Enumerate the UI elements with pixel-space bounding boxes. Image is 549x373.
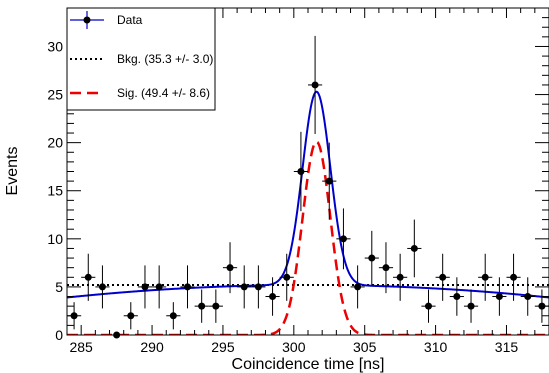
data-point [350, 265, 365, 309]
data-marker [254, 283, 262, 291]
data-marker [538, 302, 546, 310]
y-tick-label: 10 [47, 231, 63, 247]
data-point [478, 253, 493, 301]
data-point [449, 277, 464, 316]
data-point [393, 253, 408, 301]
data-point [95, 265, 110, 309]
data-point [308, 35, 323, 134]
data-point [293, 131, 308, 212]
data-marker [198, 302, 206, 310]
data-point [208, 289, 223, 323]
y-tick-label: 0 [55, 327, 63, 343]
data-point [222, 242, 238, 294]
x-tick-label: 295 [211, 339, 235, 355]
y-tick-label: 25 [47, 87, 63, 103]
x-axis: 285 290 295 300 305 310 315 [66, 8, 549, 355]
data-marker [425, 302, 432, 310]
data-marker [240, 283, 248, 291]
data-marker [325, 177, 333, 185]
data-marker [410, 244, 418, 252]
data-point [322, 142, 337, 220]
data-points [67, 35, 549, 339]
x-tick-label: 305 [353, 339, 377, 355]
x-axis-title: Coincidence time [ns] [232, 356, 385, 373]
data-marker [467, 302, 475, 310]
data-marker [84, 273, 92, 281]
data-marker [155, 283, 163, 291]
data-point [506, 253, 521, 301]
data-point [81, 253, 96, 301]
y-axis: 0 5 10 15 20 25 30 [47, 7, 549, 343]
data-point [378, 242, 394, 294]
data-point [336, 208, 351, 270]
data-point [520, 277, 535, 316]
legend-label-signal: Sig. (49.4 +/- 8.6) [117, 86, 210, 100]
total-fit-line [67, 90, 549, 299]
legend-entry-background: Bkg. (35.3 +/- 3.0) [70, 52, 213, 66]
plot-area [67, 35, 549, 339]
data-marker [339, 235, 347, 243]
legend-label-background: Bkg. (35.3 +/- 3.0) [117, 52, 213, 66]
y-tick-label: 15 [47, 183, 63, 199]
x-tick-label: 310 [424, 339, 448, 355]
x-tick-label: 285 [69, 339, 93, 355]
data-point [137, 265, 153, 309]
data-point [435, 253, 450, 301]
data-marker [269, 293, 277, 301]
data-marker [212, 302, 220, 310]
data-marker [396, 273, 404, 281]
data-marker [354, 283, 362, 291]
y-tick-label: 20 [47, 135, 63, 151]
data-marker [297, 168, 305, 175]
legend-entry-signal: Sig. (49.4 +/- 8.6) [70, 86, 210, 100]
data-point [421, 289, 436, 323]
data-marker [495, 293, 503, 301]
data-point [407, 219, 422, 278]
data-point [166, 302, 181, 330]
data-marker [70, 312, 78, 320]
data-point [251, 265, 266, 309]
data-point [152, 265, 167, 309]
y-tick-label: 30 [47, 38, 63, 54]
data-point [364, 230, 379, 286]
data-marker [98, 283, 106, 291]
data-marker [184, 283, 191, 291]
x-tick-label: 315 [495, 339, 519, 355]
y-tick-label: 5 [55, 279, 63, 295]
data-marker [169, 312, 177, 320]
y-axis-title: Events [4, 147, 21, 196]
data-point [492, 277, 507, 316]
data-point [265, 277, 280, 316]
legend-entry-data: Data [70, 11, 143, 29]
data-marker [283, 273, 291, 281]
data-marker [453, 293, 461, 301]
data-marker [127, 312, 135, 320]
data-point [194, 289, 209, 323]
data-marker [510, 273, 518, 281]
legend-data-marker [83, 16, 91, 24]
data-marker [481, 273, 489, 281]
data-marker [439, 273, 447, 281]
data-marker [226, 264, 234, 272]
data-point [279, 253, 294, 301]
data-marker [311, 81, 319, 89]
data-marker [141, 283, 149, 291]
x-tick-label: 300 [282, 339, 306, 355]
data-point [463, 289, 479, 323]
data-marker [524, 293, 532, 301]
data-point [180, 265, 195, 309]
legend: Data Bkg. (35.3 +/- 3.0) Sig. (49.4 +/- … [66, 7, 216, 111]
data-point [123, 302, 138, 330]
data-marker [368, 254, 376, 262]
legend-label-data: Data [117, 13, 143, 27]
x-tick-label: 290 [140, 339, 164, 355]
data-point [237, 265, 252, 309]
data-marker [382, 264, 390, 272]
